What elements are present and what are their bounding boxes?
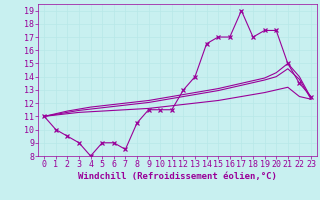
X-axis label: Windchill (Refroidissement éolien,°C): Windchill (Refroidissement éolien,°C)	[78, 172, 277, 181]
